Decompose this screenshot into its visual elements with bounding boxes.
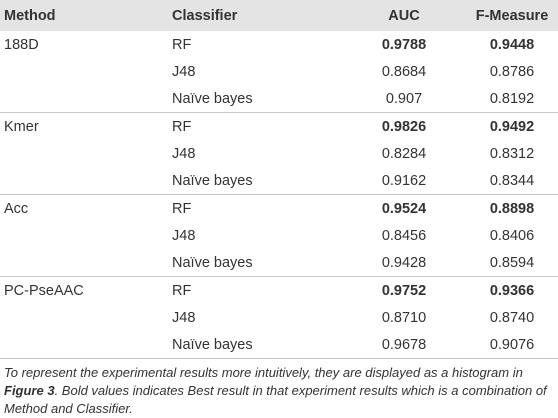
method-cell: 188D: [4, 36, 39, 53]
auc-cell: 0.8684: [381, 63, 427, 80]
empty-cell: [0, 304, 172, 331]
classifier-cell: Naïve bayes: [172, 167, 342, 195]
auc-cell: 0.8284: [381, 145, 427, 162]
auc-cell: 0.9826: [381, 118, 427, 135]
f-measure-cell: 0.8594: [466, 249, 558, 277]
auc-cell: 0.9752: [381, 282, 427, 299]
auc-cell: 0.9788: [381, 36, 427, 53]
f-measure-cell: 0.8344: [466, 167, 558, 195]
f-measure-cell: 0.8740: [489, 309, 535, 326]
header-row: Method Classifier AUC F-Measure: [0, 0, 558, 31]
table-row: Acc RF 0.9524 0.8898: [0, 195, 558, 223]
auc-cell: 0.9428: [342, 249, 466, 277]
auc-cell: 0.907: [342, 85, 466, 113]
f-measure-cell: 0.9492: [489, 118, 535, 135]
note-text: . Bold values indicates Best result in t…: [4, 383, 547, 416]
auc-cell: 0.9524: [381, 200, 427, 217]
header-cell: F-Measure: [466, 0, 558, 31]
classifier-cell: RF: [172, 200, 192, 217]
f-measure-cell: 0.8192: [466, 85, 558, 113]
classifier-cell: J48: [172, 309, 196, 326]
table-row: Naïve bayes 0.907 0.8192: [0, 85, 558, 113]
classifier-cell: RF: [172, 282, 192, 299]
empty-cell: [0, 249, 172, 277]
empty-cell: [0, 167, 172, 195]
f-measure-cell: 0.8786: [489, 63, 535, 80]
classifier-cell: Naïve bayes: [172, 249, 342, 277]
empty-cell: [0, 331, 172, 359]
f-measure-cell: 0.8406: [489, 227, 535, 244]
f-measure-cell: 0.9448: [489, 36, 535, 53]
classifier-cell: J48: [172, 145, 196, 162]
note-text: Figure 3: [4, 383, 55, 398]
classifier-cell: J48: [172, 227, 196, 244]
table-row: Naïve bayes 0.9162 0.8344: [0, 167, 558, 195]
empty-cell: [0, 222, 172, 249]
method-cell: Kmer: [4, 118, 39, 135]
header-cell: AUC: [342, 0, 466, 31]
table-row: J48 0.8456 0.8406: [0, 222, 558, 249]
f-measure-cell: 0.9366: [489, 282, 535, 299]
method-cell: Acc: [4, 200, 29, 217]
auc-cell: 0.9162: [342, 167, 466, 195]
table-row: J48 0.8684 0.8786: [0, 58, 558, 85]
empty-cell: [0, 85, 172, 113]
table-row: J48 0.8284 0.8312: [0, 140, 558, 167]
empty-cell: [0, 140, 172, 167]
table-body: 188D RF 0.9788 0.9448 J48 0.8684 0.8786 Naïve b…: [0, 31, 558, 359]
note-text: To represent the experimental results mo…: [4, 365, 523, 380]
method-cell: PC-PseAAC: [4, 282, 84, 299]
classifier-cell: RF: [172, 36, 192, 53]
results-table: Method Classifier AUC F-Measure 188D RF 0.978…: [0, 0, 558, 359]
table-row: 188D RF 0.9788 0.9448: [0, 31, 558, 58]
f-measure-cell: 0.9076: [466, 331, 558, 359]
classifier-cell: RF: [172, 118, 192, 135]
f-measure-cell: 0.8312: [489, 145, 535, 162]
auc-cell: 0.8710: [381, 309, 427, 326]
auc-cell: 0.9678: [342, 331, 466, 359]
table-row: PC-PseAAC RF 0.9752 0.9366: [0, 277, 558, 305]
header-cell: Classifier: [172, 0, 342, 31]
table-row: Naïve bayes 0.9428 0.8594: [0, 249, 558, 277]
classifier-cell: Naïve bayes: [172, 85, 342, 113]
classifier-cell: Naïve bayes: [172, 331, 342, 359]
classifier-cell: J48: [172, 63, 196, 80]
table-row: Kmer RF 0.9826 0.9492: [0, 113, 558, 141]
empty-cell: [0, 58, 172, 85]
table-row: Naïve bayes 0.9678 0.9076: [0, 331, 558, 359]
footnote: To represent the experimental results mo…: [0, 359, 558, 418]
header-cell: Method: [0, 0, 172, 31]
auc-cell: 0.8456: [381, 227, 427, 244]
table-row: J48 0.8710 0.8740: [0, 304, 558, 331]
f-measure-cell: 0.8898: [489, 200, 535, 217]
